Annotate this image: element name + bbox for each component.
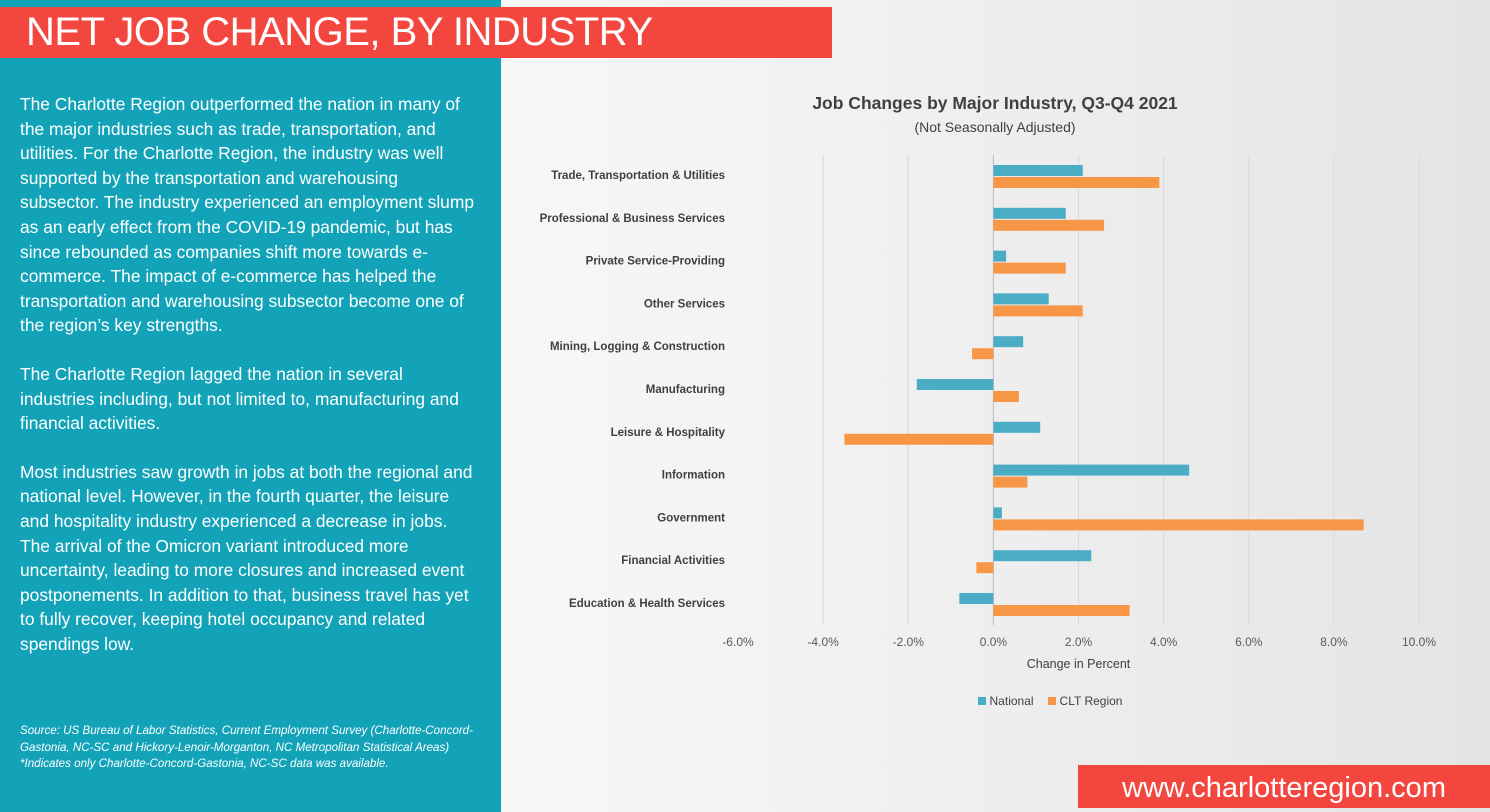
legend-swatch-clt <box>1047 697 1056 705</box>
paragraph-lagged: The Charlotte Region lagged the nation i… <box>20 363 459 434</box>
legend-label-clt: CLT Region <box>1059 694 1123 708</box>
bar-national <box>993 165 1083 176</box>
bar-clt-region <box>993 305 1083 317</box>
bar-national <box>993 250 1007 262</box>
page-title: NET JOB CHANGE, BY INDUSTRY <box>0 7 832 58</box>
category-label: Trade, Transportation & Utilities <box>551 170 725 182</box>
bar-clt-region <box>993 519 1364 531</box>
footnote-text: *Indicates only Charlotte-Concord-Gaston… <box>20 757 389 770</box>
category-label: Financial Activities <box>621 555 725 567</box>
bar-national <box>993 550 1092 562</box>
bar-national <box>993 293 1049 305</box>
legend-item-clt: CLT Region <box>1047 694 1123 708</box>
bar-national <box>993 464 1190 476</box>
category-label: Manufacturing <box>646 384 725 396</box>
bar-national <box>916 379 994 390</box>
bar-national <box>959 593 994 604</box>
category-label: Private Service-Providing <box>586 256 725 268</box>
category-label: Mining, Logging & Construction <box>550 341 725 353</box>
bar-clt-region <box>993 262 1066 274</box>
website-url[interactable]: www.charlotteregion.com <box>1078 765 1490 808</box>
x-tick-label: -2.0% <box>893 635 925 649</box>
x-tick-label: 2.0% <box>1065 635 1093 649</box>
category-label: Other Services <box>644 298 725 310</box>
chart-legend: National CLT Region <box>900 694 1200 708</box>
bar-clt-region <box>972 348 994 360</box>
bar-national <box>993 336 1024 348</box>
bar-clt-region <box>993 391 1019 402</box>
category-label: Professional & Business Services <box>540 213 725 225</box>
x-tick-label: 8.0% <box>1320 635 1348 649</box>
bar-clt-region <box>844 433 994 445</box>
source-note: Source: US Bureau of Labor Statistics, C… <box>20 723 490 773</box>
category-label: Government <box>657 512 725 524</box>
x-tick-label: -4.0% <box>807 635 839 649</box>
bar-national <box>993 507 1002 519</box>
body-text: The Charlotte Region outperformed the na… <box>20 92 480 680</box>
bar-clt-region <box>993 476 1028 488</box>
left-text-panel: The Charlotte Region outperformed the na… <box>0 0 501 812</box>
bar-national <box>993 421 1041 433</box>
category-label: Leisure & Hospitality <box>611 427 726 439</box>
chart-subtitle: (Not Seasonally Adjusted) <box>914 119 1076 135</box>
x-tick-label: 0.0% <box>980 635 1008 649</box>
x-tick-label: 6.0% <box>1235 635 1263 649</box>
x-tick-label: 10.0% <box>1402 635 1436 649</box>
chart-title: Job Changes by Major Industry, Q3-Q4 202… <box>812 93 1178 113</box>
legend-item-national: National <box>977 694 1034 708</box>
paragraph-trade: The Charlotte Region outperformed the na… <box>20 94 475 336</box>
bar-clt-region <box>993 605 1130 616</box>
x-tick-label: -6.0% <box>722 635 754 649</box>
x-axis-label: Change in Percent <box>1027 657 1131 671</box>
legend-swatch-national <box>977 697 986 705</box>
paragraph-omicron: Most industries saw growth in jobs at bo… <box>20 461 473 654</box>
x-tick-label: 4.0% <box>1150 635 1178 649</box>
legend-label-national: National <box>989 694 1034 708</box>
bar-clt-region <box>993 219 1105 231</box>
category-label: Education & Health Services <box>569 598 725 610</box>
source-text: Source: US Bureau of Labor Statistics, C… <box>20 724 473 754</box>
category-label: Information <box>662 470 725 482</box>
bar-national <box>993 207 1066 219</box>
bar-clt-region <box>993 177 1160 188</box>
bar-clt-region <box>976 562 994 574</box>
